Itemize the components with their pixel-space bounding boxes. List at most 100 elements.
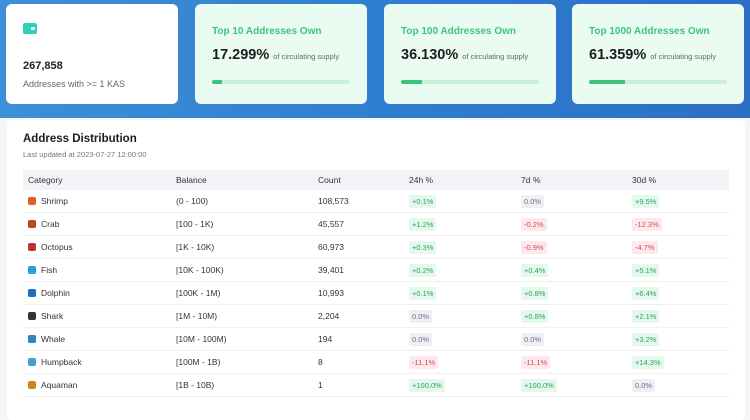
stat-label: Addresses with >= 1 KAS <box>23 79 126 89</box>
category-icon <box>28 381 36 389</box>
category-name: Whale <box>41 334 66 344</box>
table-cell: -0.9% <box>516 235 627 259</box>
progress-bar <box>589 80 727 84</box>
distribution-panel: Address Distribution Last updated at 202… <box>7 120 745 420</box>
table-cell: +0.4% <box>516 258 627 282</box>
change-badge: -12.3% <box>632 217 662 231</box>
table-cell: 45,557 <box>313 212 404 236</box>
table-cell: +3.2% <box>627 327 729 351</box>
table-cell: [1B - 10B) <box>171 373 313 397</box>
table-cell: -11.1% <box>516 350 627 374</box>
change-badge: -4.7% <box>632 240 658 254</box>
table-row: Dolphin [100K - 1M) 10,993 +0.1% +0.8% +6.4% <box>23 281 729 305</box>
address-count: 45,557 <box>318 219 344 229</box>
table-row: Octopus [1K - 10K) 60,973 +0.3% -0.9% -4.7% <box>23 235 729 259</box>
category-icon <box>28 335 36 343</box>
change-badge: +0.1% <box>409 194 437 208</box>
change-badge: +5.1% <box>632 263 660 277</box>
stat-title: Top 10 Addresses Own <box>212 26 322 37</box>
category-name: Shrimp <box>41 196 68 206</box>
table-cell: +1.2% <box>404 212 516 236</box>
table-cell: +9.5% <box>627 190 729 213</box>
address-count: 108,573 <box>318 196 349 206</box>
table-cell: 1 <box>313 373 404 397</box>
table-cell: +100.0% <box>516 373 627 397</box>
balance-range: (0 - 100) <box>176 196 209 206</box>
balance-range: [1K - 10K) <box>176 242 215 252</box>
table-cell: 0.0% <box>404 327 516 351</box>
change-badge: 0.0% <box>409 332 433 346</box>
table-cell: 108,573 <box>313 190 404 213</box>
change-badge: +6.4% <box>632 286 660 300</box>
balance-range: [1B - 10B) <box>176 380 215 390</box>
change-badge: +0.2% <box>409 263 437 277</box>
table-cell: -4.7% <box>627 235 729 259</box>
change-badge: 0.0% <box>521 332 545 346</box>
table-cell: [1M - 10M) <box>171 304 313 328</box>
progress-bar <box>401 80 539 84</box>
address-count: 60,973 <box>318 242 344 252</box>
category-name: Dolphin <box>41 288 70 298</box>
table-row: Humpback [100M - 1B) 8 -11.1% -11.1% +14.3% <box>23 350 729 374</box>
change-badge: -11.1% <box>521 355 551 369</box>
stat-card: Top 1000 Addresses Own 61.359% of circula… <box>572 4 744 104</box>
address-count: 2,204 <box>318 311 340 321</box>
address-count: 194 <box>318 334 333 344</box>
category-name: Humpback <box>41 357 82 367</box>
table-cell: Shark <box>23 304 171 328</box>
table-cell: -12.3% <box>627 212 729 236</box>
progress-bar <box>212 80 350 84</box>
stat-value: 36.130% <box>401 47 459 63</box>
table-cell: Octopus <box>23 235 171 259</box>
change-badge: +0.1% <box>409 286 437 300</box>
category-icon <box>28 243 36 251</box>
column-header: Count <box>313 170 404 190</box>
panel-title: Address Distribution <box>23 133 137 145</box>
table-cell: 60,973 <box>313 235 404 259</box>
change-badge: +0.3% <box>409 240 437 254</box>
column-header: 7d % <box>516 170 627 190</box>
table-cell: 39,401 <box>313 258 404 282</box>
column-header: Balance <box>171 170 313 190</box>
category-icon <box>28 312 36 320</box>
change-badge: +9.5% <box>632 194 660 208</box>
progress-fill <box>401 80 422 84</box>
category-icon <box>28 197 36 205</box>
table-cell: +5.1% <box>627 258 729 282</box>
balance-range: [10M - 100M) <box>176 334 227 344</box>
address-count: 1 <box>318 380 323 390</box>
table-cell: -0.2% <box>516 212 627 236</box>
table-cell: +2.1% <box>627 304 729 328</box>
progress-fill <box>212 80 222 84</box>
table-cell: [1K - 10K) <box>171 235 313 259</box>
category-icon <box>28 358 36 366</box>
table-cell: Crab <box>23 212 171 236</box>
address-count: 39,401 <box>318 265 344 275</box>
table-cell: (0 - 100) <box>171 190 313 213</box>
table-row: Shrimp (0 - 100) 108,573 +0.1% 0.0% +9.5% <box>23 190 729 213</box>
stat-value: 267,858 <box>23 60 63 72</box>
stat-suffix: of circulating supply <box>273 52 340 61</box>
stat-suffix: of circulating supply <box>462 52 529 61</box>
change-badge: +0.4% <box>521 263 549 277</box>
change-badge: +0.8% <box>521 286 549 300</box>
table-cell: 0.0% <box>516 327 627 351</box>
table-cell: Dolphin <box>23 281 171 305</box>
wallet-icon <box>23 23 37 34</box>
table-cell: +0.1% <box>404 281 516 305</box>
table-cell: Aquaman <box>23 373 171 397</box>
header-row: Category Balance Count 24h % 7d % 30d % <box>23 170 729 190</box>
table-cell: +0.3% <box>404 235 516 259</box>
stat-card: Top 100 Addresses Own 36.130% of circulat… <box>384 4 556 104</box>
table-cell: +0.8% <box>516 304 627 328</box>
table-cell: Shrimp <box>23 190 171 213</box>
table-row: Aquaman [1B - 10B) 1 +100.0% +100.0% 0.0% <box>23 373 729 397</box>
table-cell: +0.2% <box>404 258 516 282</box>
table-row: Shark [1M - 10M) 2,204 0.0% +0.8% +2.1% <box>23 304 729 328</box>
change-badge: 0.0% <box>409 309 433 323</box>
column-header: Category <box>23 170 171 190</box>
table-cell: +6.4% <box>627 281 729 305</box>
stat-value-line: 61.359% of circulating supply <box>589 47 716 63</box>
last-updated: Last updated at 2023-07-27 12:00:00 <box>23 150 147 159</box>
table-cell: [100M - 1B) <box>171 350 313 374</box>
